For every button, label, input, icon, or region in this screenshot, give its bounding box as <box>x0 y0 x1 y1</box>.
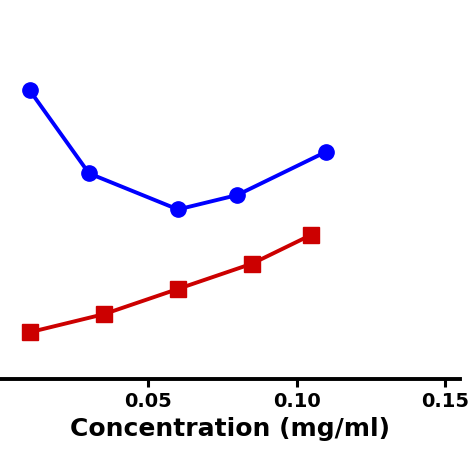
X-axis label: Concentration (mg/ml): Concentration (mg/ml) <box>70 417 390 441</box>
